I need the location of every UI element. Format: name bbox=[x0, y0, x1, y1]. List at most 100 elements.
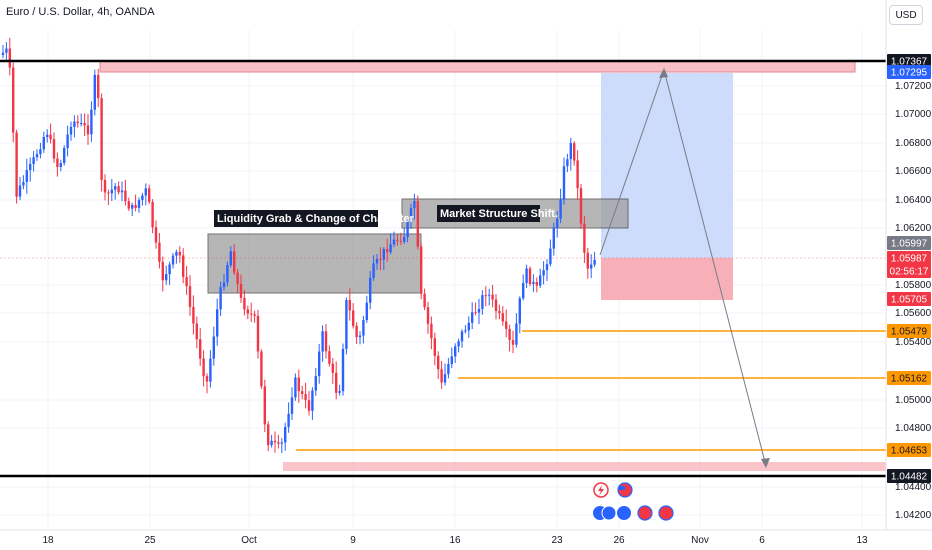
candle-body bbox=[590, 264, 593, 269]
candle-body bbox=[335, 372, 338, 393]
price-tick-label: 1.06400 bbox=[895, 195, 932, 206]
candle-body bbox=[18, 185, 22, 197]
candle-body bbox=[134, 205, 137, 208]
candle-body bbox=[545, 264, 549, 271]
candle-body bbox=[566, 159, 569, 167]
candle-body bbox=[148, 188, 151, 202]
price-tick-label: 1.05800 bbox=[895, 280, 932, 291]
candle-body bbox=[229, 251, 232, 266]
candle-body bbox=[86, 125, 90, 135]
price-tag bbox=[887, 469, 931, 483]
candle-body bbox=[532, 281, 535, 284]
candle-body bbox=[501, 313, 504, 322]
candle-body bbox=[25, 170, 28, 183]
time-tick-label: Nov bbox=[691, 535, 709, 546]
candle-body bbox=[236, 272, 239, 284]
candle-body bbox=[216, 309, 219, 337]
price-tag-label: 1.05162 bbox=[891, 374, 928, 385]
candle-body bbox=[301, 391, 304, 395]
candle-body bbox=[256, 315, 260, 352]
candle-body bbox=[579, 188, 583, 224]
candle-body bbox=[39, 149, 42, 155]
candle-body bbox=[430, 323, 433, 339]
candle-body bbox=[80, 123, 83, 125]
candle-body bbox=[559, 199, 562, 219]
candle-body bbox=[324, 331, 328, 352]
candle-body bbox=[63, 147, 66, 164]
candle-body bbox=[515, 323, 518, 345]
candle-body bbox=[386, 249, 389, 253]
eu-flag-icon[interactable] bbox=[617, 506, 631, 520]
candle-body bbox=[542, 270, 545, 276]
price-axis-labels: 1.07200 1.07000 1.06800 1.06600 1.06400 1.062… bbox=[895, 81, 932, 521]
candle-body bbox=[593, 259, 596, 265]
candle-body bbox=[107, 192, 110, 194]
candle-body bbox=[66, 134, 69, 148]
time-axis[interactable]: 18 25 Oct 9 16 23 26 Nov 6 13 bbox=[42, 535, 868, 546]
candle-body bbox=[195, 323, 198, 340]
candle-body bbox=[182, 255, 185, 278]
candle-body bbox=[443, 374, 447, 383]
candle-body bbox=[250, 313, 253, 315]
candle-body bbox=[508, 329, 511, 340]
candle-body bbox=[226, 265, 229, 283]
price-tick-label: 1.07200 bbox=[895, 81, 932, 92]
candle-body bbox=[120, 190, 124, 193]
candle-body bbox=[76, 121, 79, 124]
candle-body bbox=[416, 201, 419, 247]
candle-body bbox=[192, 306, 195, 324]
price-tag bbox=[887, 264, 931, 278]
candle-body bbox=[260, 351, 263, 387]
candle-body bbox=[464, 330, 467, 332]
candle-body bbox=[22, 182, 25, 186]
candle-body bbox=[233, 251, 236, 273]
candle-body bbox=[32, 157, 35, 165]
candle-body bbox=[12, 67, 15, 133]
price-tick-label: 1.06200 bbox=[895, 223, 932, 234]
candle-body bbox=[348, 299, 351, 311]
candle-body bbox=[100, 98, 103, 180]
candle-body bbox=[488, 294, 491, 296]
candle-body bbox=[277, 442, 280, 444]
candle-body bbox=[90, 109, 93, 135]
candle-body bbox=[199, 339, 202, 359]
projection-arrow-down bbox=[761, 458, 770, 468]
price-tag bbox=[887, 236, 931, 250]
price-tag bbox=[887, 54, 931, 68]
candle-body bbox=[481, 295, 484, 309]
candle-body bbox=[369, 277, 372, 303]
price-tag bbox=[887, 251, 931, 265]
price-tag-label: 1.04653 bbox=[891, 446, 928, 457]
us-flag-icon[interactable] bbox=[637, 505, 653, 521]
candle-body bbox=[243, 297, 246, 310]
candle-body bbox=[583, 223, 586, 253]
candle-body bbox=[484, 295, 487, 297]
price-tag-label: 02:56:17 bbox=[890, 267, 929, 278]
candle-body bbox=[73, 121, 76, 127]
candle-body bbox=[15, 132, 18, 197]
price-tag-label: 1.05479 bbox=[891, 327, 928, 338]
event-icons[interactable] bbox=[593, 482, 674, 521]
time-tick-label: 6 bbox=[759, 535, 765, 546]
candle-body bbox=[576, 160, 579, 189]
candle-body bbox=[168, 264, 171, 275]
candle-body bbox=[549, 248, 552, 265]
candle-body bbox=[154, 227, 158, 243]
candle-body bbox=[110, 189, 113, 194]
us-flag-icon[interactable] bbox=[658, 505, 674, 521]
candle-body bbox=[175, 251, 178, 256]
currency-button[interactable]: USD bbox=[889, 5, 923, 25]
price-tick-label: 1.05000 bbox=[895, 395, 932, 406]
candle-body bbox=[403, 237, 406, 242]
candle-body bbox=[290, 397, 294, 414]
eu-flag-icon[interactable] bbox=[601, 505, 617, 521]
candle-body bbox=[477, 308, 481, 313]
projection-arrow-up bbox=[659, 68, 668, 78]
candle-body bbox=[522, 283, 525, 299]
candle-body bbox=[341, 348, 345, 392]
candle-body bbox=[573, 143, 576, 161]
candle-body bbox=[491, 294, 494, 300]
candle-body bbox=[171, 255, 175, 265]
candle-body bbox=[450, 356, 453, 365]
